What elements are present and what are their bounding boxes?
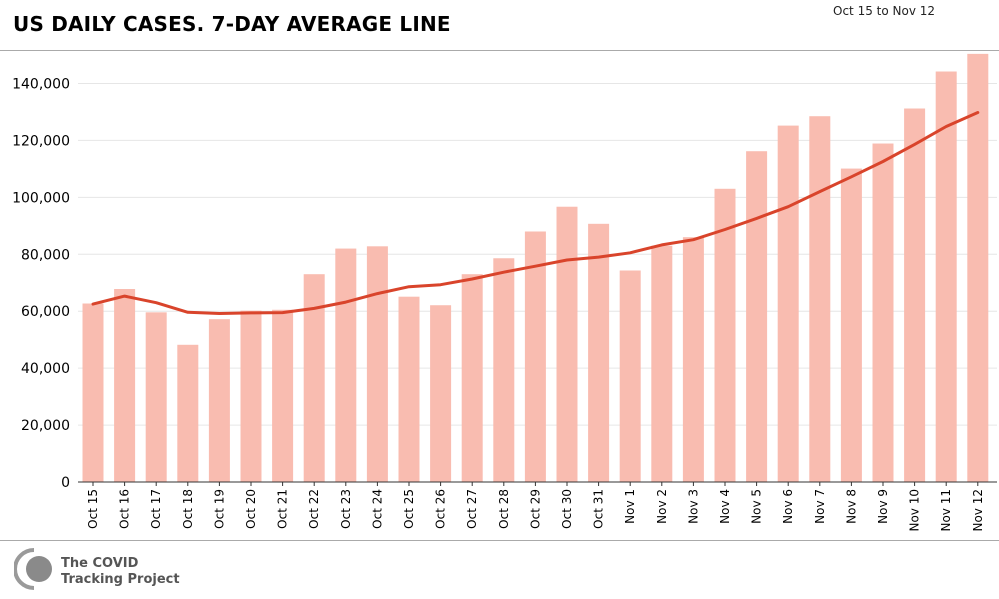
header-divider	[0, 50, 999, 51]
x-tick-label: Oct 30	[560, 489, 574, 529]
x-tick-label: Nov 3	[686, 489, 700, 524]
x-tick-label: Nov 8	[844, 489, 858, 524]
daily-cases-bar	[714, 188, 736, 482]
daily-cases-bar	[682, 237, 704, 482]
x-tick-label: Nov 4	[718, 489, 732, 524]
daily-cases-bar	[746, 151, 768, 482]
daily-cases-bar	[840, 168, 862, 482]
x-tick-label: Oct 29	[528, 489, 542, 529]
x-tick-label: Oct 26	[434, 489, 448, 529]
y-tick-label: 140,000	[12, 76, 70, 92]
daily-cases-bar	[524, 231, 546, 482]
daily-cases-bar	[588, 223, 610, 483]
daily-cases-bar	[145, 312, 167, 482]
daily-cases-bar	[430, 305, 452, 482]
daily-cases-bar	[619, 270, 641, 482]
x-tick-label: Nov 10	[908, 489, 922, 532]
x-tick-label: Oct 20	[244, 489, 258, 529]
daily-cases-bar	[556, 206, 578, 482]
x-tick-label: Oct 19	[212, 489, 226, 529]
daily-cases-chart: 0 20,000 40,000 60,000 80,000 100,000 120,000 1…	[12, 53, 997, 532]
x-tick-label: Nov 2	[655, 489, 669, 524]
x-tick-label: Oct 24	[370, 489, 384, 529]
logo-line-1: The COVID	[61, 556, 139, 571]
x-tick-label: Oct 27	[465, 489, 479, 529]
daily-cases-bar	[303, 274, 325, 482]
x-tick-label: Oct 18	[181, 489, 195, 529]
y-tick-label: 100,000	[12, 190, 70, 206]
x-tick-label: Nov 9	[876, 489, 890, 524]
y-tick-label: 0	[61, 475, 70, 491]
daily-cases-bar	[777, 125, 799, 482]
daily-cases-bar	[904, 108, 926, 482]
daily-cases-bar	[240, 310, 262, 482]
x-tick-label: Nov 6	[781, 489, 795, 524]
daily-cases-bar	[809, 116, 831, 482]
daily-cases-bar	[967, 53, 989, 483]
x-tick-label: Oct 21	[276, 489, 290, 529]
footer-divider	[0, 540, 999, 541]
daily-cases-bar	[208, 319, 230, 482]
logo-line-2: Tracking Project	[61, 572, 180, 587]
x-tick-label: Oct 31	[592, 489, 606, 529]
daily-cases-bar	[366, 246, 388, 482]
x-tick-label: Nov 12	[971, 489, 985, 532]
daily-cases-bar	[177, 344, 199, 482]
y-tick-label: 60,000	[21, 304, 70, 320]
daily-cases-bar	[651, 245, 673, 482]
y-tick-label: 40,000	[21, 361, 70, 377]
y-tick-label: 120,000	[12, 133, 70, 149]
daily-cases-bar	[461, 274, 483, 482]
x-tick-label: Oct 22	[307, 489, 321, 529]
x-tick-label: Oct 15	[86, 489, 100, 529]
y-tick-label: 80,000	[21, 247, 70, 263]
x-tick-label: Nov 7	[813, 489, 827, 524]
covid-tracking-logo-icon	[14, 548, 52, 590]
x-tick-label: Oct 17	[149, 489, 163, 529]
x-tick-label: Oct 25	[402, 489, 416, 529]
x-tick-label: Nov 5	[750, 489, 764, 524]
daily-cases-bar	[493, 258, 515, 482]
footer-logo-text: The COVID Tracking Project	[61, 556, 180, 588]
chart-title: US DAILY CASES. 7-DAY AVERAGE LINE	[13, 12, 451, 36]
daily-cases-bar	[335, 248, 357, 482]
y-tick-label: 20,000	[21, 418, 70, 434]
daily-cases-bar	[114, 288, 136, 482]
daily-cases-bar	[872, 143, 894, 483]
daily-cases-bar	[272, 309, 294, 482]
seven-day-average-line	[91, 111, 980, 315]
x-tick-label: Oct 23	[339, 489, 353, 529]
daily-cases-bar	[935, 71, 957, 482]
x-tick-label: Oct 28	[497, 489, 511, 529]
daily-cases-bar	[398, 296, 420, 482]
x-tick-label: Oct 16	[118, 489, 132, 529]
daily-cases-bar	[82, 303, 104, 482]
x-tick-label: Nov 1	[623, 489, 637, 524]
date-range-label: Oct 15 to Nov 12	[833, 4, 936, 18]
x-tick-label: Nov 11	[939, 489, 953, 532]
